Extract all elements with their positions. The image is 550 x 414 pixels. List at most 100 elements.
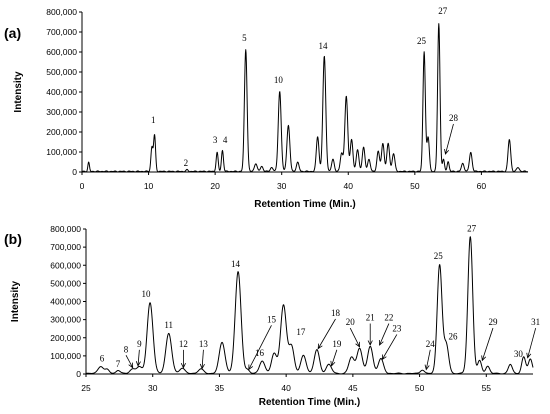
x-tick-label: 35	[215, 383, 225, 393]
y-tick-label: 500,000	[46, 67, 77, 77]
chromatogram-trace	[81, 23, 529, 173]
peak-arrowhead	[481, 355, 487, 362]
peak-arrowhead	[317, 343, 323, 350]
chromatogram-panel-a: (a) 0 100,000 200,000 300,000 400,000 500,000 6…	[4, 6, 529, 210]
x-tick-label: 10	[144, 181, 154, 191]
peak-arrowhead	[128, 362, 134, 369]
x-tick-label: 55	[482, 383, 492, 393]
y-tick-label: 400,000	[46, 87, 77, 97]
peak-arrow	[201, 349, 204, 369]
peak-arrow	[481, 327, 494, 361]
y-tick-label: 600,000	[46, 47, 77, 57]
panel-label: (a)	[4, 25, 21, 41]
x-tick-label: 45	[348, 383, 358, 393]
peak-arrowhead	[378, 339, 384, 346]
peak-arrow	[379, 323, 390, 346]
peak-label: 28	[449, 113, 459, 123]
y-axis-label: Intensity	[13, 71, 24, 113]
x-tick-label: 40	[344, 181, 354, 191]
x-tick-label: 40	[281, 383, 291, 393]
peak-label: 7	[116, 359, 121, 369]
peak-label: 24	[426, 339, 436, 349]
x-tick-label: 50	[415, 383, 425, 393]
y-tick-label: 0	[72, 167, 77, 177]
peak-arrowhead	[355, 341, 360, 348]
x-tick-label: 30	[277, 181, 287, 191]
peak-arrow	[527, 327, 537, 358]
peak-label: 9	[137, 339, 142, 349]
y-tick-label: 0	[76, 369, 81, 379]
peak-label: 4	[223, 135, 228, 145]
peak-label: 25	[434, 251, 444, 261]
x-tick-label: 20	[210, 181, 220, 191]
peak-label: 6	[100, 353, 105, 363]
peak-arrowhead	[135, 361, 141, 367]
peak-arrow	[425, 349, 431, 370]
peak-arrow	[248, 325, 272, 370]
x-axis-label: Retention Time (Min.)	[254, 199, 355, 210]
peak-arrowhead	[526, 352, 532, 359]
peak-label: 1	[151, 115, 156, 125]
peak-arrow	[331, 349, 338, 366]
peak-arrowhead	[367, 340, 373, 346]
peak-label: 15	[267, 314, 277, 324]
peak-label: 29	[488, 317, 498, 327]
peak-label: 16	[255, 348, 265, 358]
x-tick-label: 30	[148, 383, 158, 393]
peak-arrowhead	[381, 354, 387, 361]
peak-label: 23	[392, 323, 402, 333]
x-tick-label: 50	[410, 181, 420, 191]
peak-label: 14	[231, 259, 241, 269]
peak-arrowhead	[199, 363, 205, 370]
y-tick-label: 100,000	[50, 351, 81, 361]
peak-label: 22	[384, 313, 393, 323]
peak-label: 2	[184, 158, 189, 168]
peak-label: 31	[531, 317, 540, 327]
peak-label: 3	[213, 135, 218, 145]
chromatogram-trace	[85, 236, 534, 375]
peak-arrow	[381, 334, 398, 360]
y-tick-label: 800,000	[46, 7, 77, 17]
peak-arrow	[349, 327, 360, 347]
y-tick-label: 300,000	[46, 107, 77, 117]
y-tick-label: 800,000	[50, 224, 81, 234]
peak-label: 26	[448, 332, 458, 342]
y-tick-label: 200,000	[50, 333, 81, 343]
peak-label: 21	[366, 313, 375, 323]
panel-label: (b)	[4, 231, 22, 247]
peak-label: 30	[514, 349, 524, 359]
peak-arrowhead	[248, 364, 254, 371]
peak-label: 14	[318, 41, 328, 51]
peak-label: 25	[417, 36, 427, 46]
peak-label: 8	[124, 344, 129, 354]
y-tick-label: 500,000	[50, 278, 81, 288]
peak-label: 13	[199, 339, 209, 349]
peak-arrow	[125, 355, 134, 368]
y-tick-label: 300,000	[50, 315, 81, 325]
y-tick-label: 200,000	[46, 127, 77, 137]
peak-arrowhead	[330, 360, 336, 367]
peak-arrow	[445, 123, 454, 155]
x-tick-label: 0	[80, 181, 85, 191]
y-tick-label: 700,000	[46, 27, 77, 37]
peak-label: 10	[142, 289, 152, 299]
peak-label: 20	[346, 317, 356, 327]
peak-label: 10	[274, 75, 284, 85]
y-tick-label: 700,000	[50, 242, 81, 252]
peak-label: 11	[164, 320, 173, 330]
peak-arrow	[137, 349, 140, 366]
peak-label: 27	[467, 224, 477, 234]
peak-label: 17	[296, 327, 306, 337]
peak-label: 5	[242, 33, 247, 43]
peak-label: 18	[331, 308, 341, 318]
peak-arrowhead	[424, 364, 430, 371]
y-tick-label: 400,000	[50, 297, 81, 307]
peak-arrowhead	[444, 149, 450, 155]
peak-arrowhead	[180, 362, 186, 369]
peak-label: 27	[438, 6, 448, 16]
y-axis-label: Intensity	[10, 281, 21, 323]
chromatogram-panel-b: (b) 0 100,000 200,000 300,000 400,000 500,000 6…	[4, 224, 540, 408]
peak-label: 12	[179, 339, 188, 349]
x-tick-label: 25	[81, 383, 91, 393]
